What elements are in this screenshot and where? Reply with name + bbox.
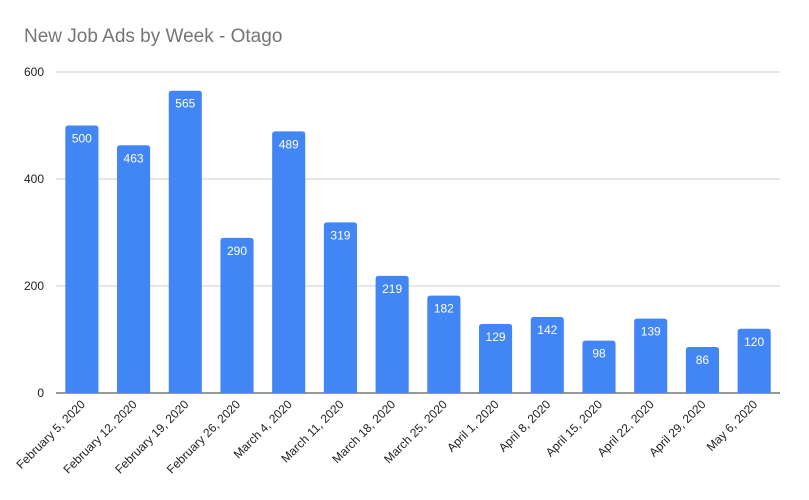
y-axis-ticks: 0 200 400 600 [24, 65, 44, 400]
data-label: 142 [537, 323, 557, 337]
bar [168, 90, 202, 393]
bar [375, 275, 409, 393]
data-label: 565 [175, 97, 195, 111]
bar [582, 340, 616, 393]
y-tick-label: 200 [24, 279, 44, 293]
data-label: 290 [227, 244, 247, 258]
bar [220, 237, 254, 393]
bar [737, 328, 771, 393]
x-tick-label: May 6, 2020 [704, 397, 761, 454]
data-label: 139 [641, 325, 661, 339]
data-label: 120 [744, 335, 764, 349]
y-tick-label: 400 [24, 172, 44, 186]
bar [479, 323, 513, 393]
bar [117, 145, 151, 393]
y-tick-label: 600 [24, 65, 44, 79]
data-label: 219 [382, 282, 402, 296]
bar [685, 346, 719, 393]
bar [634, 318, 668, 393]
data-label: 489 [279, 137, 299, 151]
bar [65, 125, 99, 393]
data-label: 98 [592, 347, 606, 361]
data-label: 319 [330, 228, 350, 242]
data-label: 463 [124, 151, 144, 165]
bar [427, 295, 461, 393]
chart-title: New Job Ads by Week - Otago [24, 26, 283, 47]
gridlines [56, 71, 780, 394]
data-label: 182 [434, 302, 454, 316]
y-tick-label: 0 [37, 386, 44, 400]
x-tick-label: April 1, 2020 [444, 397, 502, 455]
data-label: 86 [696, 353, 710, 367]
data-labels: 500 463 565 290 489 319 219 182 129 142 98 139 86 120 [72, 97, 765, 367]
bars [65, 90, 771, 393]
data-label: 500 [72, 132, 92, 146]
bar [323, 222, 357, 393]
bar [272, 131, 306, 393]
data-label: 129 [486, 330, 506, 344]
bar [530, 317, 564, 393]
